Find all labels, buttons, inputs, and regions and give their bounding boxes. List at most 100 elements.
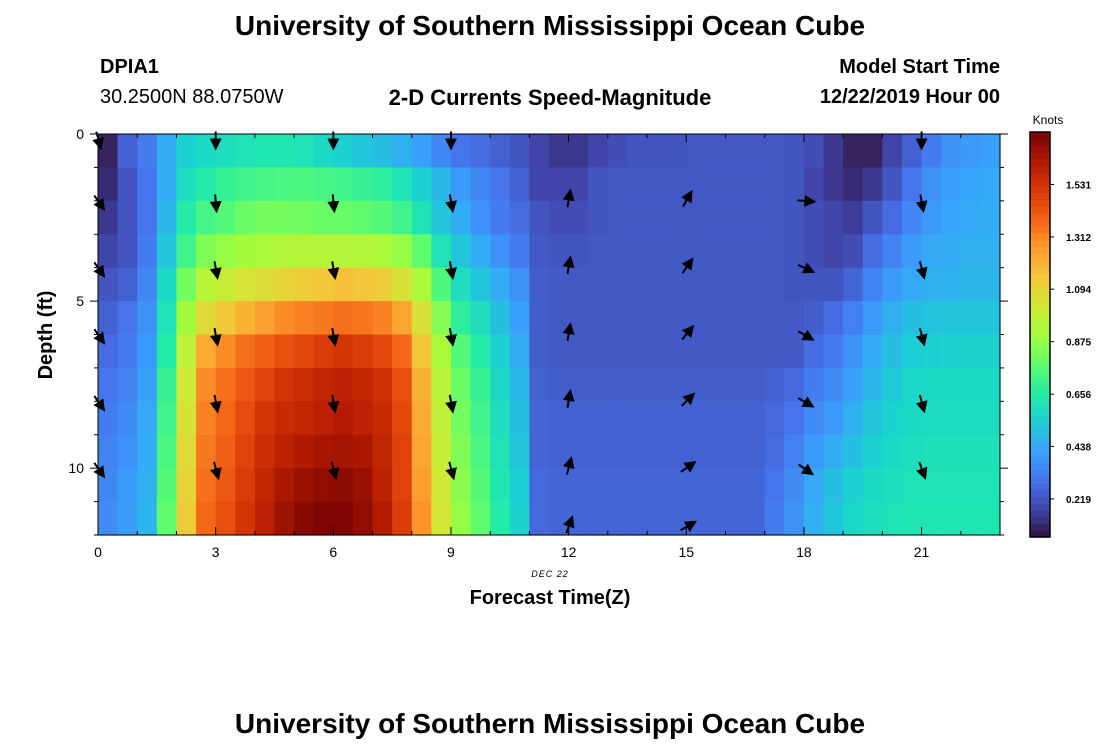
heatmap-cell bbox=[901, 334, 923, 369]
heatmap-cell bbox=[431, 167, 452, 202]
heatmap-cell bbox=[294, 334, 315, 369]
heatmap-cell bbox=[725, 434, 746, 469]
heatmap-cell bbox=[901, 167, 923, 202]
x-tick-label: 18 bbox=[796, 544, 812, 560]
heatmap-cell bbox=[960, 401, 981, 436]
heatmap-cell bbox=[705, 401, 727, 436]
heatmap-cell bbox=[764, 468, 785, 503]
heatmap-cell bbox=[666, 234, 687, 269]
colorbar-segment bbox=[1030, 307, 1050, 315]
heatmap-cell bbox=[725, 301, 746, 336]
current-vector-arrow bbox=[681, 257, 694, 274]
heatmap-cell bbox=[509, 334, 530, 369]
current-vector-arrow bbox=[445, 261, 457, 281]
heatmap-cell bbox=[215, 434, 236, 469]
heatmap-cell bbox=[392, 334, 413, 369]
heatmap-cell bbox=[509, 301, 530, 336]
heatmap-cell bbox=[784, 267, 805, 302]
heatmap-cell bbox=[803, 401, 825, 436]
heatmap-cell bbox=[274, 501, 295, 536]
heatmap-cell bbox=[392, 134, 413, 169]
colorbar-segment bbox=[1030, 192, 1050, 201]
heatmap-cell bbox=[470, 334, 491, 369]
heatmap-cell bbox=[509, 134, 530, 169]
colorbar-segment bbox=[1030, 503, 1050, 511]
heatmap-cell bbox=[588, 167, 609, 202]
heatmap-cell bbox=[745, 167, 766, 202]
heatmap-cell bbox=[862, 334, 883, 369]
heatmap-cell bbox=[882, 468, 903, 503]
colorbar-segment bbox=[1030, 415, 1050, 423]
colorbar-segment bbox=[1030, 287, 1050, 295]
heatmap-cell bbox=[156, 501, 178, 536]
current-vector-arrow bbox=[797, 329, 815, 341]
heatmap-cell bbox=[294, 434, 315, 469]
heatmap-cell bbox=[941, 367, 962, 402]
x-tick-label: 12 bbox=[561, 544, 577, 560]
heatmap-cell bbox=[960, 434, 981, 469]
heatmap-cell bbox=[901, 434, 923, 469]
y-tick-label: 10 bbox=[68, 460, 84, 476]
heatmap-cell bbox=[921, 200, 942, 235]
colorbar-segment bbox=[1030, 240, 1050, 248]
colorbar-segment bbox=[1030, 354, 1050, 363]
colorbar-segment bbox=[1030, 516, 1050, 525]
heatmap-cell bbox=[156, 167, 178, 202]
colorbar-segment bbox=[1030, 422, 1050, 430]
colorbar-segment bbox=[1030, 489, 1050, 498]
heatmap-cell bbox=[529, 367, 550, 402]
heatmap-cell bbox=[843, 468, 864, 503]
heatmap-cell bbox=[588, 301, 609, 336]
heatmap-cell bbox=[196, 134, 217, 169]
heatmap-cell bbox=[235, 434, 256, 469]
heatmap-cell bbox=[450, 501, 472, 536]
heatmap-cell bbox=[333, 234, 354, 269]
heatmap-cell bbox=[450, 200, 472, 235]
heatmap-cell bbox=[823, 334, 844, 369]
colorbar-segment bbox=[1030, 469, 1050, 477]
heatmap-cell bbox=[803, 200, 825, 235]
heatmap-cell bbox=[470, 167, 491, 202]
heatmap-cell bbox=[862, 367, 883, 402]
heatmap-cell bbox=[235, 167, 256, 202]
heatmap-cell bbox=[607, 367, 629, 402]
heatmap-cell bbox=[803, 468, 825, 503]
heatmap-cell bbox=[274, 468, 295, 503]
heatmap-cell bbox=[509, 200, 530, 235]
heatmap-cell bbox=[333, 200, 354, 235]
heatmap-cell bbox=[254, 267, 276, 302]
heatmap-cell bbox=[862, 267, 883, 302]
heatmap-cell bbox=[490, 200, 511, 235]
heatmap-cell bbox=[980, 468, 1001, 503]
heatmap-cell bbox=[196, 367, 217, 402]
heatmap-cell bbox=[666, 434, 687, 469]
heatmap-cell bbox=[784, 134, 805, 169]
heatmap-cell bbox=[784, 301, 805, 336]
heatmap-cell bbox=[490, 501, 511, 536]
heatmap-cell bbox=[137, 434, 158, 469]
current-vector-arrow bbox=[562, 456, 575, 475]
colorbar-title: Knots bbox=[1033, 113, 1064, 127]
heatmap-cell bbox=[215, 401, 236, 436]
current-vector-arrow bbox=[797, 262, 816, 274]
colorbar-frame bbox=[1029, 131, 1051, 538]
heatmap-cell bbox=[411, 367, 432, 402]
heatmap-cell bbox=[686, 401, 707, 436]
heatmap-cell bbox=[470, 468, 491, 503]
heatmap-cell bbox=[137, 267, 158, 302]
heatmap-cells bbox=[98, 134, 1001, 536]
heatmap-cell bbox=[313, 134, 334, 169]
heatmap-cell bbox=[313, 401, 334, 436]
colorbar-segment bbox=[1030, 314, 1050, 322]
heatmap-cell bbox=[313, 501, 334, 536]
heatmap-cell bbox=[607, 200, 629, 235]
heatmap-cell bbox=[490, 434, 511, 469]
heatmap-cell bbox=[627, 401, 648, 436]
heatmap-cell bbox=[705, 234, 727, 269]
heatmap-cell bbox=[588, 234, 609, 269]
heatmap-cell bbox=[235, 200, 256, 235]
heatmap-cell bbox=[333, 468, 354, 503]
heatmap-cell bbox=[274, 134, 295, 169]
heatmap-cell bbox=[784, 200, 805, 235]
heatmap-cell bbox=[235, 334, 256, 369]
